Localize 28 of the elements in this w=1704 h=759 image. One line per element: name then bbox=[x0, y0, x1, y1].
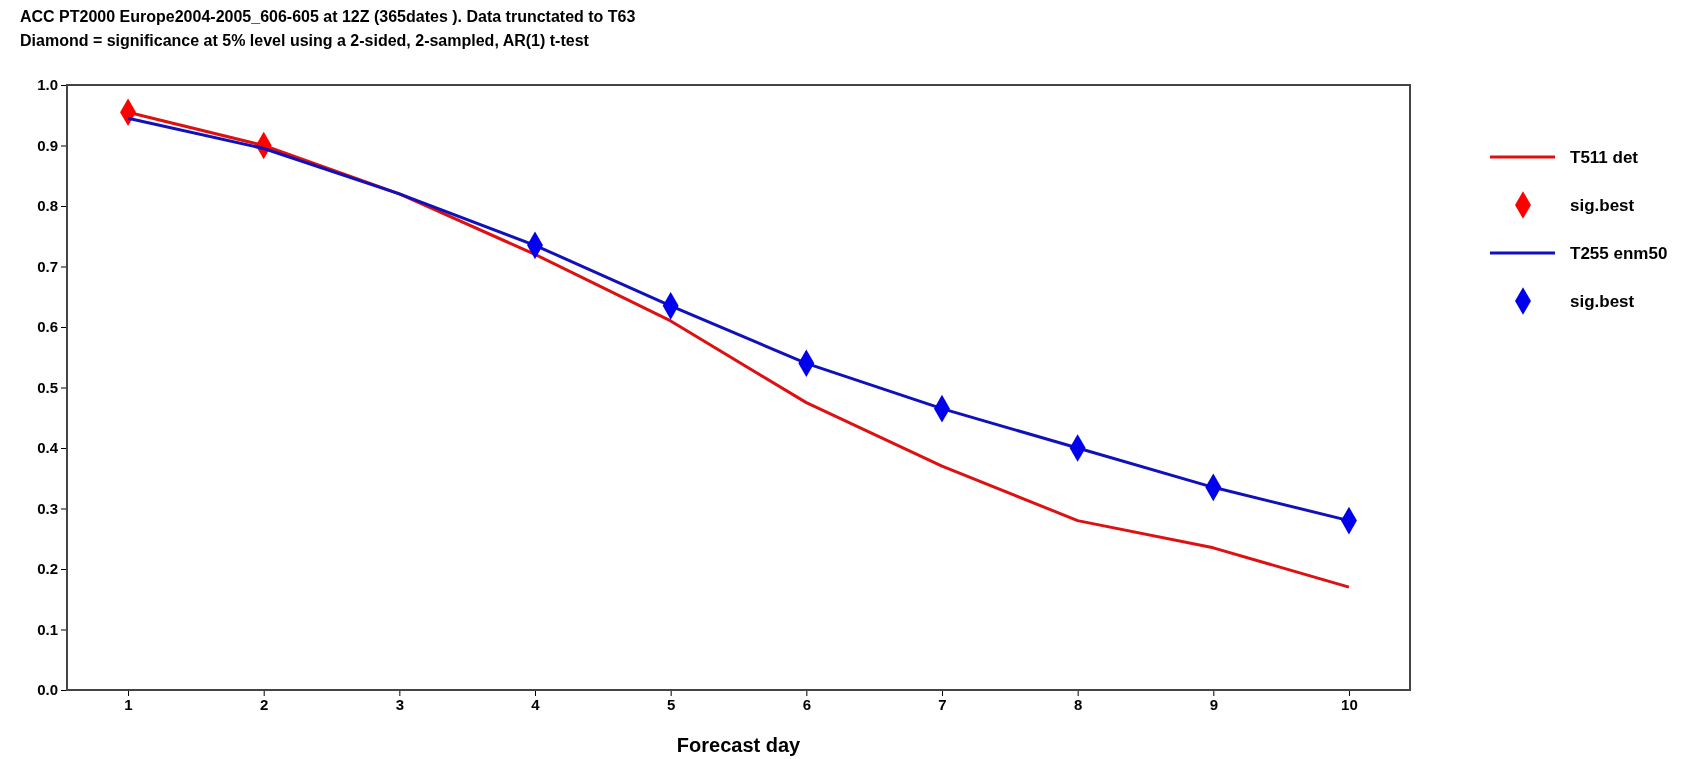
x-tick-label: 8 bbox=[1073, 695, 1083, 713]
y-tick-label: 0.3 bbox=[37, 499, 58, 517]
x-tick-label: 5 bbox=[667, 695, 676, 713]
y-tick-label: 0.4 bbox=[37, 439, 59, 457]
y-tick-label: 0.9 bbox=[37, 136, 58, 154]
legend-label: sig.best bbox=[1570, 196, 1635, 215]
y-tick-label: 0.7 bbox=[37, 257, 58, 275]
x-tick-label: 3 bbox=[395, 695, 405, 713]
chart-subtitle: Diamond = significance at 5% level using a 2-sided, 2-sampled, AR(1) t-test bbox=[20, 32, 590, 49]
x-tick-label: 2 bbox=[260, 695, 269, 713]
x-tick-label: 6 bbox=[802, 695, 811, 713]
x-tick-label: 7 bbox=[938, 695, 947, 713]
y-tick-label: 0.5 bbox=[37, 378, 58, 396]
x-tick-label: 4 bbox=[531, 695, 541, 713]
y-tick-label: 1.0 bbox=[37, 76, 58, 94]
x-tick-label: 9 bbox=[1209, 695, 1218, 713]
legend-label: T255 enm50 bbox=[1570, 244, 1668, 263]
x-axis-title: Forecast day bbox=[676, 734, 802, 756]
x-tick-label: 10 bbox=[1341, 695, 1358, 713]
legend-label: T511 det bbox=[1570, 148, 1639, 167]
y-tick-label: 0.1 bbox=[37, 620, 58, 638]
legend-label: sig.best bbox=[1570, 292, 1635, 311]
y-tick-label: 0.0 bbox=[37, 681, 58, 699]
y-tick-label: 0.6 bbox=[37, 318, 58, 336]
y-tick-label: 0.2 bbox=[37, 560, 58, 578]
chart-title: ACC PT2000 Europe2004-2005_606-605 at 12Z (365dates ). Data trunctated to T63 bbox=[20, 8, 636, 25]
x-tick-label: 1 bbox=[124, 695, 133, 713]
y-tick-label: 0.8 bbox=[37, 197, 58, 215]
